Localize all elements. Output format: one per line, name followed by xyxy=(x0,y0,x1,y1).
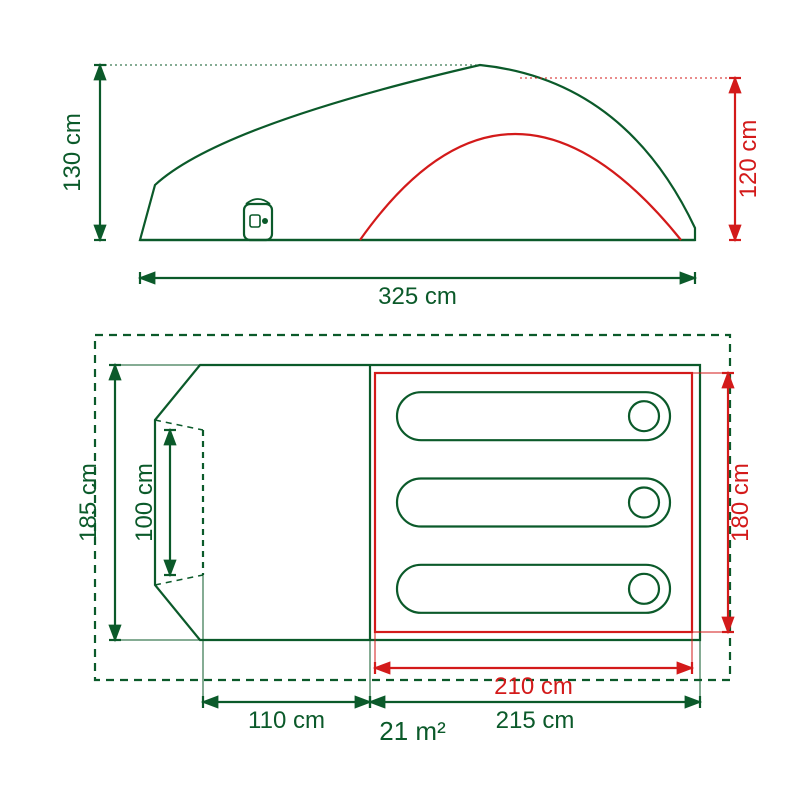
svg-text:210 cm: 210 cm xyxy=(494,673,573,700)
svg-text:130 cm: 130 cm xyxy=(59,113,86,192)
svg-text:120 cm: 120 cm xyxy=(735,120,762,199)
svg-text:21 m²: 21 m² xyxy=(379,716,446,746)
svg-text:180 cm: 180 cm xyxy=(727,463,754,542)
svg-text:325 cm: 325 cm xyxy=(378,283,457,310)
svg-text:110 cm: 110 cm xyxy=(248,707,325,734)
svg-text:185 cm: 185 cm xyxy=(75,463,102,542)
svg-text:215 cm: 215 cm xyxy=(496,707,575,734)
svg-text:100 cm: 100 cm xyxy=(131,463,158,542)
